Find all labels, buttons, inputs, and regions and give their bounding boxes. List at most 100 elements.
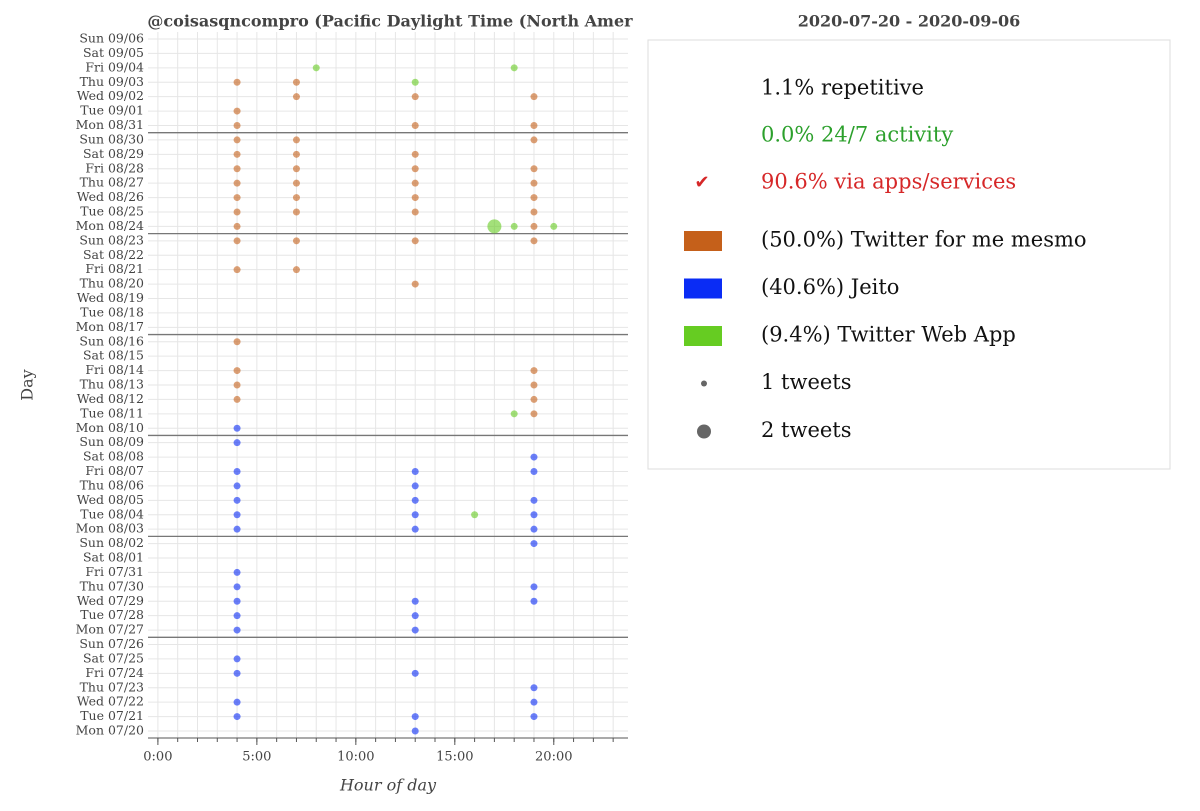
point bbox=[233, 511, 241, 519]
point bbox=[530, 496, 538, 504]
point bbox=[411, 237, 419, 245]
point bbox=[233, 122, 241, 129]
legend-swatch bbox=[684, 278, 722, 299]
y-tick-label: Fri 08/21 bbox=[85, 261, 144, 276]
point bbox=[510, 410, 518, 418]
point bbox=[292, 136, 300, 144]
y-tick-label: Wed 07/29 bbox=[77, 593, 144, 608]
x-tick-label: 0:00 bbox=[143, 750, 172, 765]
point bbox=[292, 165, 300, 173]
point bbox=[550, 222, 558, 230]
y-tick-label: Sat 08/08 bbox=[83, 449, 144, 464]
y-tick-label: Tue 07/21 bbox=[80, 708, 144, 723]
point bbox=[530, 525, 538, 533]
y-tick-label: Sat 08/15 bbox=[83, 348, 144, 363]
y-tick-label: Sat 08/22 bbox=[83, 247, 144, 262]
point bbox=[487, 219, 502, 234]
point bbox=[411, 78, 419, 86]
point bbox=[312, 64, 320, 72]
y-tick-label: Thu 08/13 bbox=[80, 377, 144, 392]
point bbox=[233, 482, 241, 490]
point bbox=[530, 597, 538, 605]
point bbox=[530, 698, 538, 706]
y-tick-label: Sun 08/09 bbox=[79, 434, 144, 449]
point bbox=[233, 525, 241, 533]
legend-label: 1 tweets bbox=[761, 370, 852, 394]
x-axis-label: Hour of day bbox=[339, 776, 437, 795]
point bbox=[510, 64, 518, 72]
point bbox=[233, 165, 241, 173]
point bbox=[530, 222, 538, 230]
point bbox=[292, 194, 300, 202]
point bbox=[233, 208, 241, 216]
point bbox=[233, 107, 241, 115]
y-tick-label: Sun 09/06 bbox=[79, 31, 144, 46]
y-tick-label: Fri 08/07 bbox=[85, 463, 144, 478]
legend-swatch bbox=[684, 231, 722, 251]
point bbox=[530, 381, 538, 389]
point bbox=[411, 468, 419, 475]
x-tick-label: 15:00 bbox=[436, 750, 473, 765]
y-tick-label: Thu 08/27 bbox=[80, 175, 144, 190]
point bbox=[530, 194, 538, 202]
legend-size-dot bbox=[697, 424, 711, 439]
legend-label: (50.0%) Twitter for me mesmo bbox=[761, 228, 1087, 252]
point bbox=[530, 122, 538, 129]
point bbox=[530, 713, 538, 721]
point bbox=[233, 655, 241, 663]
point bbox=[233, 179, 241, 187]
point bbox=[411, 150, 419, 158]
point bbox=[292, 179, 300, 187]
point bbox=[530, 136, 538, 144]
point bbox=[411, 194, 419, 202]
point bbox=[233, 338, 241, 346]
point bbox=[530, 453, 538, 461]
point bbox=[292, 237, 300, 245]
y-tick-label: Fri 07/31 bbox=[85, 564, 144, 579]
point bbox=[530, 367, 538, 375]
y-tick-label: Thu 08/06 bbox=[80, 477, 144, 492]
y-tick-label: Mon 08/03 bbox=[76, 521, 144, 536]
legend-annotation: 1.1% repetitive bbox=[761, 76, 924, 100]
point bbox=[411, 525, 419, 533]
point bbox=[530, 165, 538, 173]
point bbox=[411, 165, 419, 173]
legend-annotation: 0.0% 24/7 activity bbox=[761, 123, 953, 147]
y-tick-label: Mon 08/17 bbox=[76, 319, 144, 334]
y-tick-label: Mon 08/10 bbox=[76, 420, 144, 435]
point bbox=[233, 424, 241, 432]
point bbox=[411, 179, 419, 187]
point bbox=[233, 597, 241, 605]
point bbox=[233, 496, 241, 504]
point bbox=[411, 122, 419, 129]
legend-box bbox=[647, 39, 1171, 470]
point bbox=[530, 179, 538, 187]
point bbox=[233, 568, 241, 576]
y-tick-label: Tue 08/11 bbox=[80, 405, 144, 420]
y-tick-label: Tue 08/25 bbox=[80, 204, 144, 219]
x-tick-label: 10:00 bbox=[337, 750, 374, 765]
point bbox=[233, 713, 241, 721]
point bbox=[471, 511, 479, 519]
chart-title: @coisasqncompro (Pacific Daylight Time (… bbox=[147, 12, 633, 31]
y-tick-label: Mon 07/20 bbox=[76, 723, 144, 738]
y-tick-label: Sat 09/05 bbox=[83, 45, 144, 60]
point bbox=[411, 511, 419, 519]
y-tick-label: Sun 08/23 bbox=[79, 232, 144, 247]
legend-annotation: 90.6% via apps/services bbox=[761, 170, 1016, 194]
y-tick-label: Tue 08/18 bbox=[80, 304, 144, 319]
y-tick-label: Tue 07/28 bbox=[80, 607, 144, 622]
point bbox=[411, 727, 419, 735]
point bbox=[233, 698, 241, 706]
y-tick-label: Mon 07/27 bbox=[76, 622, 144, 637]
point bbox=[530, 410, 538, 418]
chart-subtitle: 2020-07-20 - 2020-09-06 bbox=[798, 12, 1020, 31]
point bbox=[530, 511, 538, 519]
point bbox=[530, 583, 538, 591]
point bbox=[233, 136, 241, 144]
y-tick-label: Wed 08/12 bbox=[77, 391, 144, 406]
y-tick-label: Fri 08/14 bbox=[85, 362, 144, 377]
y-tick-label: Sun 08/16 bbox=[79, 333, 144, 348]
y-tick-label: Sat 07/25 bbox=[83, 650, 144, 665]
point bbox=[411, 496, 419, 504]
